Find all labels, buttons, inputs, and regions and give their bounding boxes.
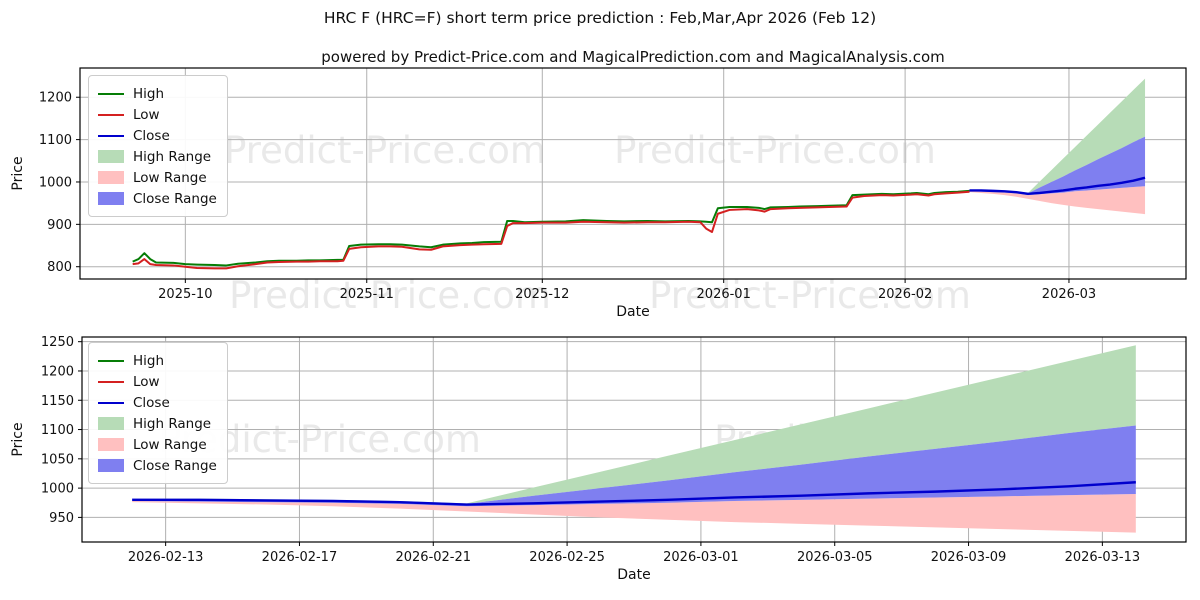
legend-label: Low Range bbox=[133, 169, 207, 186]
y-tick-label: 950 bbox=[49, 511, 74, 526]
legend-item: High Range bbox=[98, 146, 217, 167]
close-range-band bbox=[132, 425, 1136, 507]
plot-border bbox=[81, 336, 1187, 543]
x-tick-label: 2026-02-13 bbox=[128, 550, 204, 565]
y-tick-label: 1050 bbox=[41, 452, 74, 467]
legend-item: Low Range bbox=[98, 167, 217, 188]
x-tick-label: 2026-02-25 bbox=[529, 550, 605, 565]
legend-item: High bbox=[98, 350, 217, 371]
figure-title: HRC F (HRC=F) short term price predictio… bbox=[323, 9, 877, 27]
price-chart-forecast-zoom: Predict-Price.comPredict-Price.com2026-0… bbox=[10, 335, 1187, 583]
low-line bbox=[132, 190, 970, 270]
legend-zoom-chart: High Low Close High Range Low Range Close Ran… bbox=[88, 342, 228, 484]
legend-label: Close bbox=[133, 127, 170, 144]
legend-swatch-close-range bbox=[98, 192, 124, 205]
legend-overview-chart: High Low Close High Range Low Range Close Ran… bbox=[88, 75, 228, 217]
x-tick-label: 2026-03-13 bbox=[1065, 550, 1141, 565]
legend-label: Close bbox=[133, 394, 170, 411]
low-range-band bbox=[132, 493, 1136, 533]
y-tick-label: 1000 bbox=[39, 175, 72, 190]
legend-swatch-low-range bbox=[98, 171, 124, 184]
y-tick-label: 1250 bbox=[41, 335, 74, 350]
high-line bbox=[132, 189, 970, 267]
high-range-band bbox=[132, 345, 1136, 504]
x-tick-label: 2026-02-17 bbox=[262, 550, 338, 565]
high-range-band bbox=[969, 78, 1146, 194]
x-tick-label: 2026-02-21 bbox=[395, 550, 471, 565]
y-tick-label: 1150 bbox=[41, 394, 74, 409]
plot-border bbox=[79, 67, 1187, 280]
y-tick-label: 1200 bbox=[41, 364, 74, 379]
y-tick-label: 1100 bbox=[41, 423, 74, 438]
y-tick-label: 800 bbox=[47, 260, 72, 275]
legend-label: Close Range bbox=[133, 190, 217, 207]
x-tick-label: 2026-03-01 bbox=[663, 550, 739, 565]
x-tick-label: 2025-10 bbox=[158, 287, 212, 302]
low-range-band bbox=[969, 186, 1146, 215]
legend-item: Low Range bbox=[98, 434, 217, 455]
watermark: Predict-Price.com bbox=[224, 129, 546, 172]
legend-label: Close Range bbox=[133, 457, 217, 474]
legend-item: Close Range bbox=[98, 188, 217, 209]
legend-swatch-close bbox=[98, 401, 124, 404]
x-axis-label: Date bbox=[617, 567, 650, 583]
close-line bbox=[132, 481, 1136, 506]
y-axis-label: Price bbox=[10, 422, 26, 456]
y-tick-label: 1100 bbox=[39, 133, 72, 148]
legend-swatch-close bbox=[98, 134, 124, 137]
watermark: Predict-Price.com bbox=[229, 274, 551, 317]
x-tick-label: 2026-03-09 bbox=[931, 550, 1007, 565]
legend-label: Low bbox=[133, 106, 160, 123]
x-tick-label: 2026-02 bbox=[878, 287, 932, 302]
y-tick-label: 1000 bbox=[41, 482, 74, 497]
legend-label: High bbox=[133, 352, 165, 369]
legend-swatch-low-range bbox=[98, 438, 124, 451]
legend-item: High Range bbox=[98, 413, 217, 434]
watermark: Predict-Price.com bbox=[614, 129, 936, 172]
legend-swatch-high-range bbox=[98, 150, 124, 163]
y-axis-label: Price bbox=[10, 156, 26, 190]
x-tick-label: 2025-11 bbox=[340, 287, 394, 302]
legend-item: Close bbox=[98, 392, 217, 413]
legend-label: High Range bbox=[133, 415, 212, 432]
legend-swatch-low bbox=[98, 113, 124, 116]
close-line bbox=[969, 176, 1146, 196]
legend-swatch-low bbox=[98, 380, 124, 383]
watermark: Predict-Price.com bbox=[649, 274, 971, 317]
legend-swatch-high-range bbox=[98, 417, 124, 430]
x-tick-label: 2026-03 bbox=[1042, 287, 1096, 302]
legend-item: High bbox=[98, 83, 217, 104]
price-chart-overview: Predict-Price.com Predict-Price.com Predic… bbox=[10, 67, 1187, 320]
legend-item: Close bbox=[98, 125, 217, 146]
figure-subtitle: powered by Predict-Price.com and Magical… bbox=[321, 48, 945, 66]
x-tick-label: 2026-03-05 bbox=[797, 550, 873, 565]
y-tick-label: 1200 bbox=[39, 91, 72, 106]
legend-item: Low bbox=[98, 104, 217, 125]
legend-swatch-high bbox=[98, 92, 124, 95]
legend-label: Low Range bbox=[133, 436, 207, 453]
close-range-band bbox=[969, 136, 1146, 196]
legend-item: Close Range bbox=[98, 455, 217, 476]
x-tick-label: 2026-01 bbox=[697, 287, 751, 302]
legend-item: Low bbox=[98, 371, 217, 392]
legend-swatch-close-range bbox=[98, 459, 124, 472]
legend-swatch-high bbox=[98, 359, 124, 362]
x-tick-label: 2025-12 bbox=[515, 287, 569, 302]
legend-label: High bbox=[133, 85, 165, 102]
legend-label: Low bbox=[133, 373, 160, 390]
legend-label: High Range bbox=[133, 148, 212, 165]
y-tick-label: 900 bbox=[47, 218, 72, 233]
x-axis-label: Date bbox=[616, 304, 649, 320]
